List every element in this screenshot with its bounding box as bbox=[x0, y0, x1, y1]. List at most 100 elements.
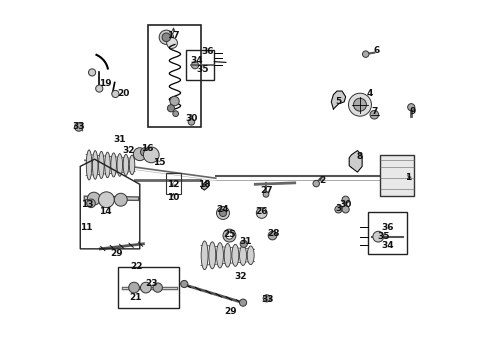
Ellipse shape bbox=[224, 243, 231, 267]
Circle shape bbox=[128, 282, 139, 293]
Polygon shape bbox=[201, 181, 209, 190]
Text: 13: 13 bbox=[81, 200, 94, 209]
Text: 35: 35 bbox=[196, 65, 208, 74]
Text: 7: 7 bbox=[370, 107, 377, 116]
Circle shape bbox=[99, 192, 114, 208]
Text: 11: 11 bbox=[80, 223, 92, 232]
Text: 32: 32 bbox=[122, 146, 135, 155]
Circle shape bbox=[267, 231, 276, 240]
Text: 27: 27 bbox=[260, 185, 272, 194]
Ellipse shape bbox=[117, 154, 122, 176]
Circle shape bbox=[87, 192, 100, 205]
Ellipse shape bbox=[231, 244, 238, 266]
Text: 15: 15 bbox=[153, 158, 165, 167]
Text: 12: 12 bbox=[167, 180, 180, 189]
Text: 29: 29 bbox=[110, 249, 122, 258]
Bar bbox=[148, 25, 201, 127]
Circle shape bbox=[219, 210, 226, 217]
Text: 30: 30 bbox=[339, 200, 351, 209]
Text: 33: 33 bbox=[261, 294, 273, 303]
Circle shape bbox=[114, 193, 127, 206]
Circle shape bbox=[216, 207, 229, 220]
Text: 24: 24 bbox=[216, 205, 228, 214]
Text: 26: 26 bbox=[255, 207, 267, 216]
Text: 8: 8 bbox=[355, 152, 362, 161]
Ellipse shape bbox=[99, 152, 104, 179]
Circle shape bbox=[167, 105, 174, 112]
Text: 2: 2 bbox=[319, 176, 325, 185]
Ellipse shape bbox=[92, 150, 98, 179]
Text: 20: 20 bbox=[117, 89, 129, 98]
Ellipse shape bbox=[208, 242, 215, 269]
Circle shape bbox=[133, 148, 146, 161]
Text: 4: 4 bbox=[366, 89, 372, 98]
Bar bbox=[165, 173, 180, 194]
Circle shape bbox=[407, 104, 414, 111]
Circle shape bbox=[86, 199, 95, 208]
Circle shape bbox=[166, 38, 177, 48]
Bar bbox=[186, 50, 214, 80]
Circle shape bbox=[112, 90, 119, 98]
Ellipse shape bbox=[201, 241, 207, 270]
Text: 22: 22 bbox=[130, 262, 142, 271]
Text: 1: 1 bbox=[404, 173, 410, 182]
Circle shape bbox=[140, 148, 149, 156]
Circle shape bbox=[74, 123, 83, 131]
Circle shape bbox=[240, 240, 247, 247]
Text: 32: 32 bbox=[234, 271, 246, 280]
Circle shape bbox=[172, 111, 178, 117]
Circle shape bbox=[188, 119, 194, 125]
Text: 5: 5 bbox=[335, 97, 341, 106]
Circle shape bbox=[362, 51, 368, 57]
Circle shape bbox=[169, 96, 179, 106]
Circle shape bbox=[153, 283, 162, 292]
Circle shape bbox=[162, 33, 170, 41]
Text: 28: 28 bbox=[267, 229, 280, 238]
Text: 3: 3 bbox=[335, 204, 341, 213]
Text: 31: 31 bbox=[239, 237, 251, 246]
Ellipse shape bbox=[247, 246, 254, 265]
Text: 29: 29 bbox=[224, 307, 237, 316]
Circle shape bbox=[334, 206, 341, 213]
Text: 21: 21 bbox=[129, 293, 141, 302]
Circle shape bbox=[369, 111, 378, 119]
Text: 17: 17 bbox=[167, 31, 180, 40]
Ellipse shape bbox=[129, 155, 135, 175]
Ellipse shape bbox=[111, 153, 116, 177]
Circle shape bbox=[96, 85, 102, 92]
Bar bbox=[367, 212, 406, 253]
Bar bbox=[379, 155, 413, 196]
Circle shape bbox=[225, 232, 233, 239]
Text: 31: 31 bbox=[113, 135, 126, 144]
Circle shape bbox=[348, 93, 371, 116]
Text: 10: 10 bbox=[167, 193, 179, 202]
Text: 19: 19 bbox=[99, 80, 111, 89]
Circle shape bbox=[191, 62, 198, 69]
Text: 34: 34 bbox=[381, 241, 393, 250]
Text: 18: 18 bbox=[198, 180, 210, 189]
Text: 25: 25 bbox=[223, 230, 235, 239]
Circle shape bbox=[256, 208, 266, 219]
Text: 23: 23 bbox=[145, 279, 157, 288]
Circle shape bbox=[223, 229, 235, 242]
Circle shape bbox=[263, 192, 268, 197]
Circle shape bbox=[263, 295, 270, 302]
Polygon shape bbox=[330, 91, 345, 109]
Circle shape bbox=[341, 206, 348, 213]
Circle shape bbox=[372, 231, 383, 242]
Polygon shape bbox=[348, 150, 362, 172]
Text: 36: 36 bbox=[201, 47, 214, 56]
Ellipse shape bbox=[216, 243, 223, 268]
Text: 36: 36 bbox=[381, 223, 393, 232]
Circle shape bbox=[312, 180, 319, 187]
Circle shape bbox=[341, 196, 348, 203]
Text: 9: 9 bbox=[408, 107, 415, 116]
Text: 6: 6 bbox=[372, 46, 379, 55]
Text: 16: 16 bbox=[141, 144, 153, 153]
Ellipse shape bbox=[123, 154, 128, 175]
Circle shape bbox=[88, 69, 96, 76]
Circle shape bbox=[140, 282, 151, 293]
Ellipse shape bbox=[86, 150, 92, 180]
Ellipse shape bbox=[239, 245, 246, 265]
Text: 34: 34 bbox=[190, 57, 203, 66]
